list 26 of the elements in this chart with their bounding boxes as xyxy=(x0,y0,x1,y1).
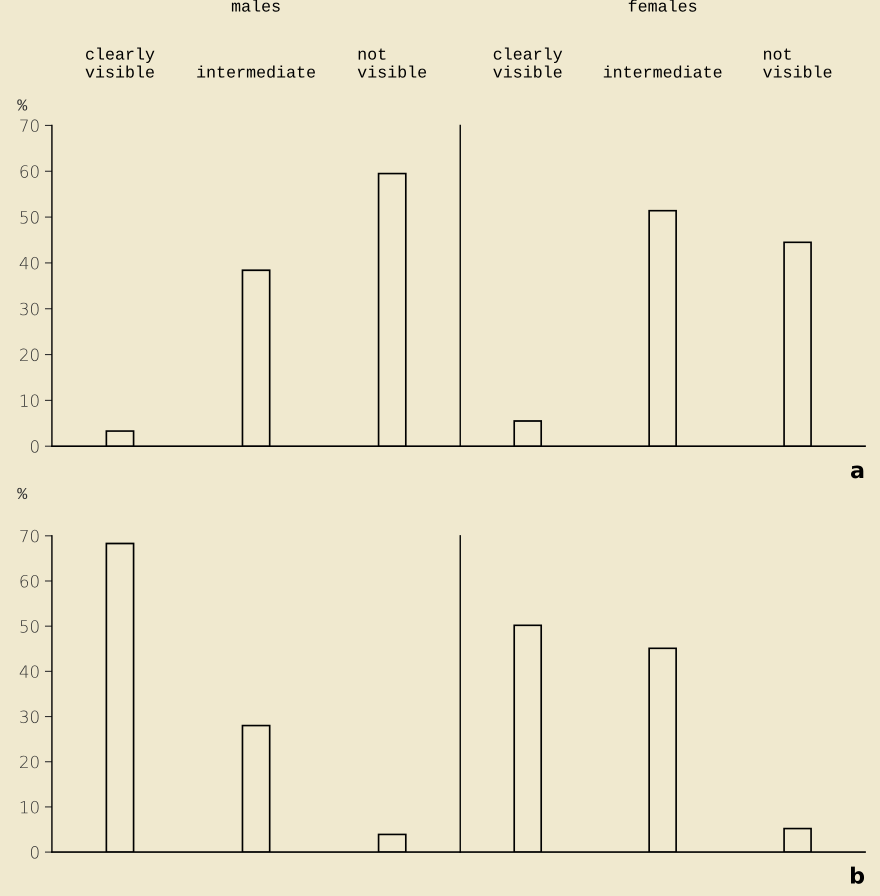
y-tick-label: 60 xyxy=(20,165,39,178)
x-tick-label: clearly visible xyxy=(493,48,562,78)
y-tick-label: 0 xyxy=(31,440,39,453)
y-tick-label: 10 xyxy=(20,800,39,814)
x-tick-label: intermediate xyxy=(604,65,722,78)
x-tick-label: not visible xyxy=(763,48,832,78)
text: a xyxy=(851,466,864,478)
y-tick-label: 70 xyxy=(20,530,39,542)
x-tick-label: intermediate xyxy=(197,65,315,78)
y-tick-label: 30 xyxy=(20,302,39,316)
x-tick-label: not visible xyxy=(358,48,426,78)
y-tick-label: 60 xyxy=(20,574,39,588)
text: b xyxy=(851,866,864,884)
y-tick-label: 20 xyxy=(20,348,39,362)
y-tick-label: 70 xyxy=(20,119,39,132)
y-tick-label: 20 xyxy=(20,756,39,768)
y-axis-title: % xyxy=(17,488,28,500)
y-tick-label: 40 xyxy=(20,665,39,678)
y-tick-label: 50 xyxy=(20,620,39,633)
y-tick-label: 10 xyxy=(20,394,39,407)
y-axis-title: % xyxy=(17,99,28,111)
y-tick-label: 0 xyxy=(31,846,39,859)
x-tick-label: clearly visible xyxy=(86,48,154,78)
y-tick-label: 50 xyxy=(20,211,39,224)
y-tick-label: 40 xyxy=(20,256,39,270)
y-tick-label: 30 xyxy=(20,710,39,724)
